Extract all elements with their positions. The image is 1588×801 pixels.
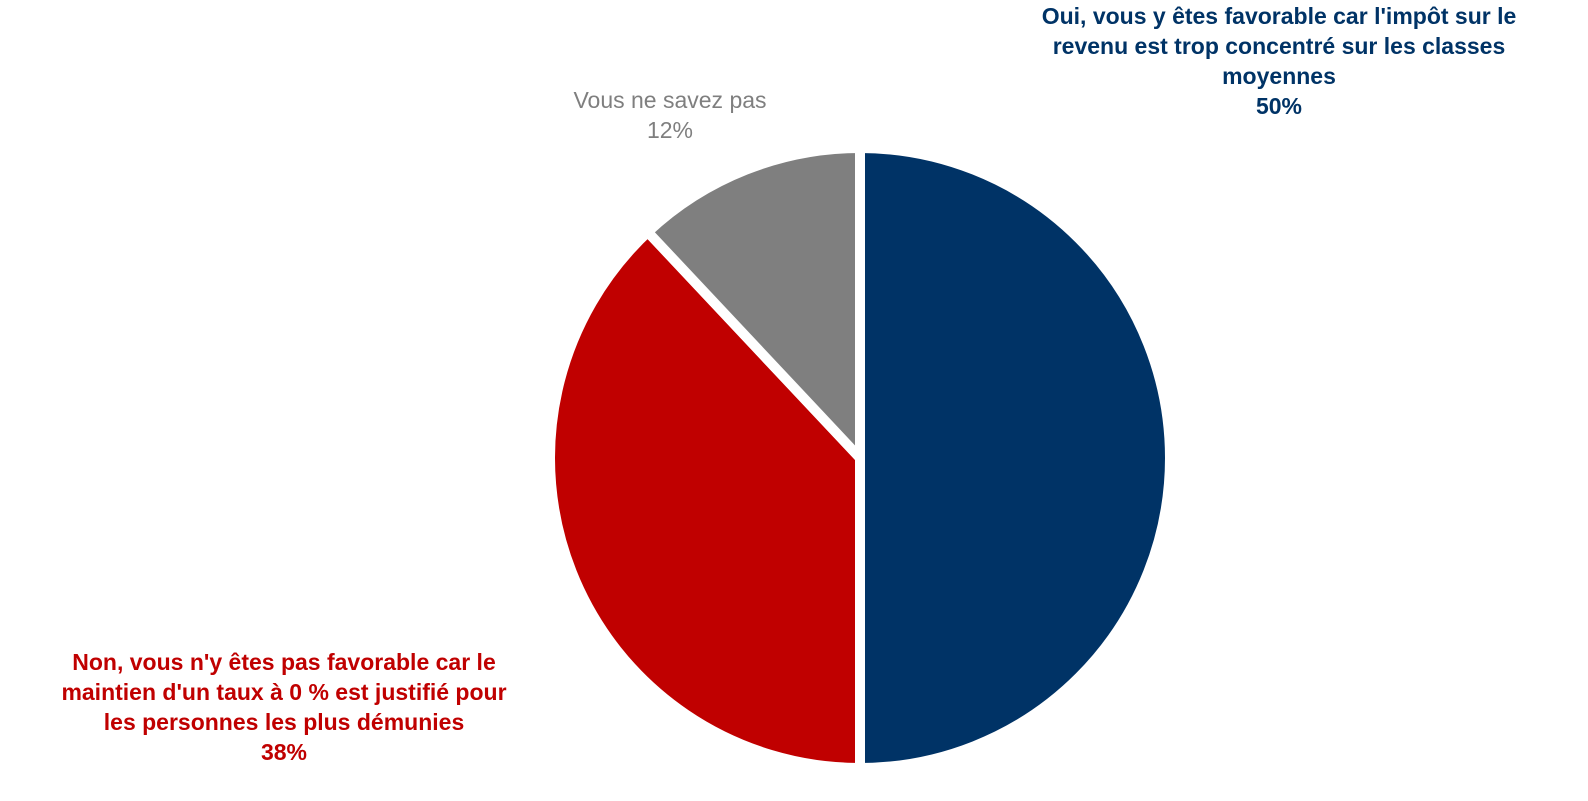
slice-label-oui-line-1: Oui, vous y êtes favorable car l'impôt s… — [1041, 3, 1517, 29]
slice-label-nsp-line-1: Vous ne savez pas — [573, 87, 767, 113]
slice-label-non-line-2: maintien d'un taux à 0 % est justifié po… — [61, 679, 507, 705]
slice-label-oui: Oui, vous y êtes favorable car l'impôt s… — [990, 1, 1568, 121]
slice-nsp — [640, 142, 865, 471]
slice-label-non: Non, vous n'y êtes pas favorable car le … — [0, 647, 568, 767]
slice-oui — [855, 142, 1175, 774]
slice-label-non-line-3: les personnes les plus démunies — [103, 709, 465, 735]
slice-label-nsp: Vous ne savez pas 12% — [520, 85, 820, 145]
slice-value-oui: 50% — [1255, 93, 1303, 119]
slice-value-nsp: 12% — [646, 117, 694, 143]
slice-label-oui-line-2: revenu est trop concentré sur les classe… — [1052, 33, 1506, 59]
pie-slices — [545, 142, 1175, 774]
slice-label-non-line-1: Non, vous n'y êtes pas favorable car le — [72, 649, 496, 675]
slice-label-oui-line-3: moyennes — [1222, 63, 1336, 89]
slice-value-non: 38% — [260, 739, 308, 765]
slice-non — [545, 224, 865, 774]
